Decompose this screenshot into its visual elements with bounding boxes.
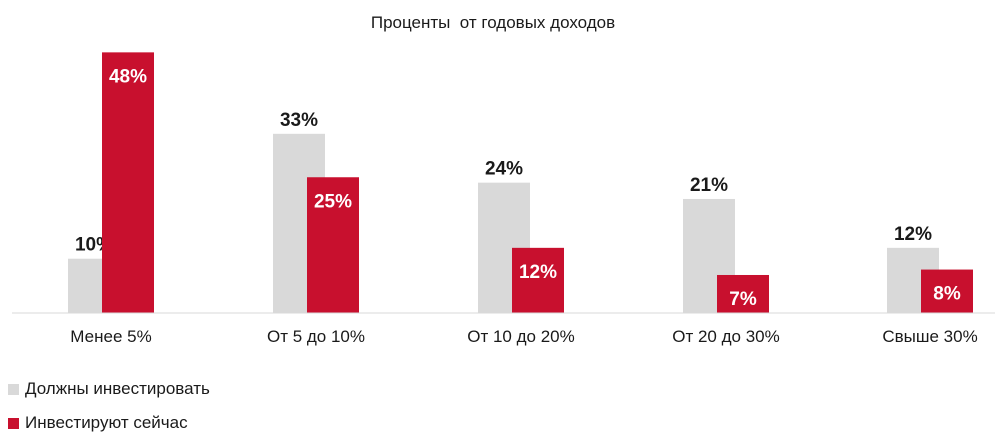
legend-item-should-invest: Должны инвестировать xyxy=(8,372,210,406)
data-label-investing-now-1: 48% xyxy=(109,66,147,87)
x-tick-label-2: От 5 до 10% xyxy=(267,327,365,346)
data-label-investing-now-5: 8% xyxy=(933,284,961,305)
data-label-should-invest-4: 21% xyxy=(690,175,728,196)
data-label-should-invest-3: 24% xyxy=(485,159,523,180)
x-axis-tick-labels: Менее 5% От 5 до 10% От 10 до 20% От 20 до … xyxy=(70,327,977,346)
legend: Должны инвестировать Инвестируют сейчас xyxy=(8,372,210,440)
bar-investing-now-2 xyxy=(307,177,359,313)
x-tick-label-3: От 10 до 20% xyxy=(467,327,575,346)
legend-label-should-invest: Должны инвестировать xyxy=(25,379,210,398)
data-label-investing-now-2: 25% xyxy=(314,191,352,212)
data-label-investing-now-4: 7% xyxy=(729,289,757,310)
data-label-investing-now-3: 12% xyxy=(519,262,557,283)
legend-swatch-investing-now xyxy=(8,417,19,429)
x-tick-label-4: От 20 до 30% xyxy=(672,327,780,346)
bar-chart: Проценты от годовых доходов 10%48%33%25%… xyxy=(12,13,995,346)
legend-swatch-should-invest xyxy=(8,383,19,395)
bar-investing-now-4 xyxy=(717,274,769,313)
legend-item-investing-now: Инвестируют сейчас xyxy=(8,406,210,440)
x-tick-label-1: Менее 5% xyxy=(70,327,151,346)
x-tick-label-5: Свыше 30% xyxy=(882,327,977,346)
chart-title: Проценты от годовых доходов xyxy=(371,13,615,32)
data-label-should-invest-5: 12% xyxy=(894,224,932,245)
bar-investing-now-3 xyxy=(512,247,564,313)
data-label-should-invest-2: 33% xyxy=(280,110,318,131)
bar-investing-now-1 xyxy=(102,52,154,314)
legend-label-investing-now: Инвестируют сейчас xyxy=(25,413,188,432)
bars-layer: 10%48%33%25%24%12%21%7%12%8% xyxy=(68,52,973,314)
bar-investing-now-5 xyxy=(921,269,973,313)
